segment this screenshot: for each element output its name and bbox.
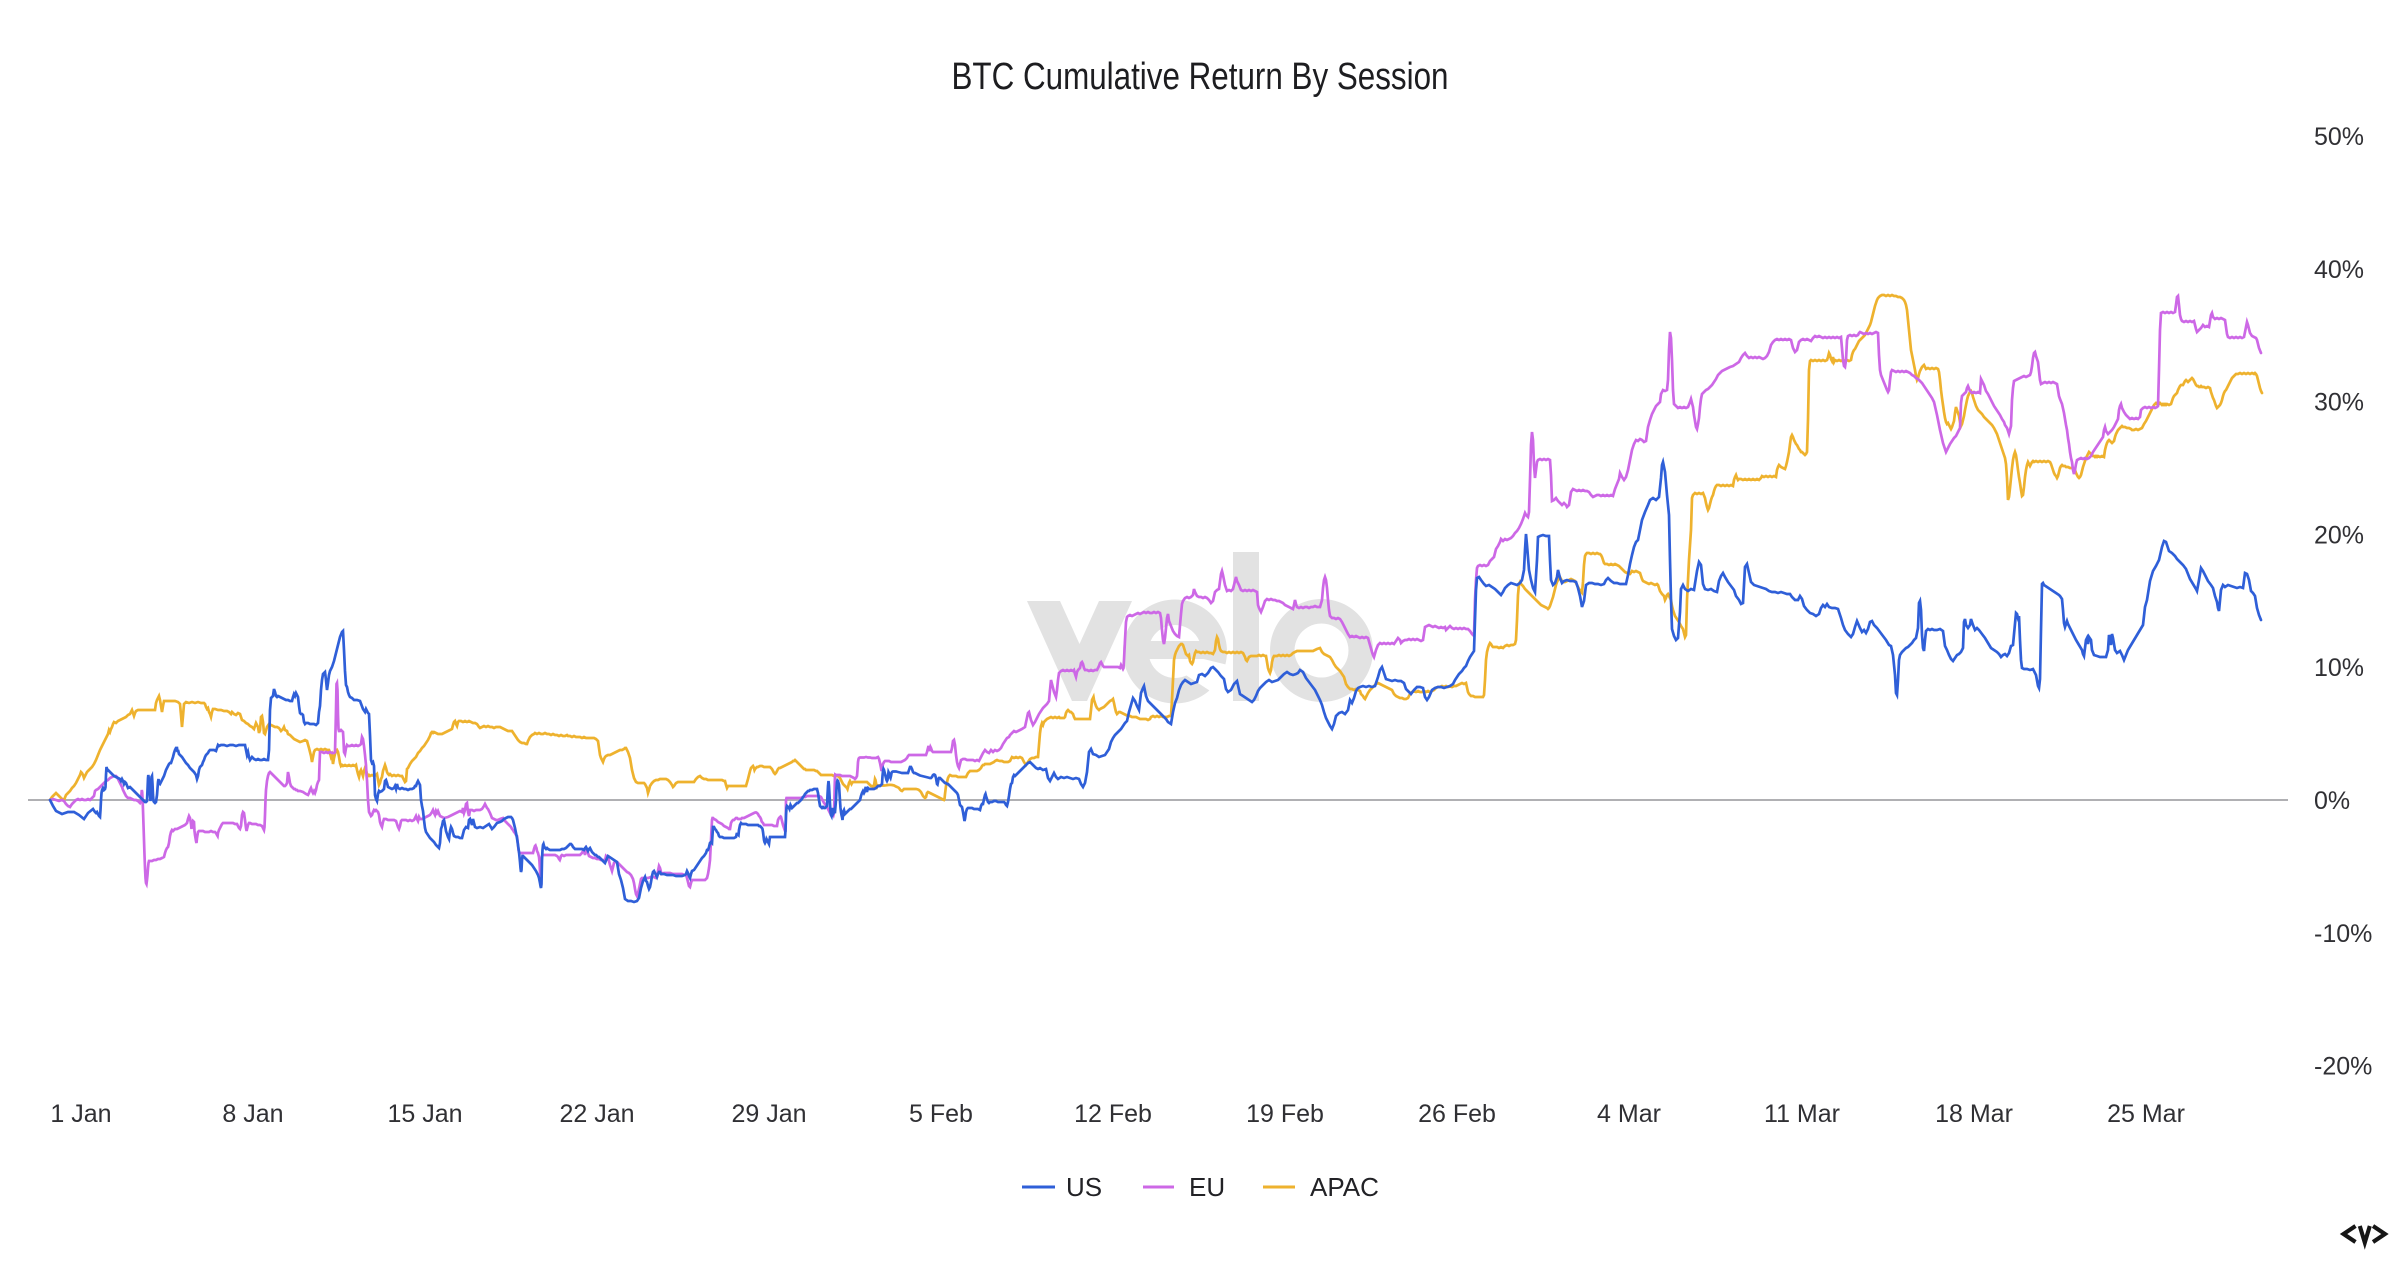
svg-text:1 Jan: 1 Jan: [50, 1100, 111, 1128]
svg-text:11 Mar: 11 Mar: [1764, 1100, 1840, 1128]
svg-text:4 Mar: 4 Mar: [1597, 1100, 1661, 1128]
svg-text:15 Jan: 15 Jan: [387, 1100, 462, 1128]
svg-text:8 Jan: 8 Jan: [222, 1100, 283, 1128]
svg-text:30%: 30%: [2314, 389, 2364, 417]
svg-text:18 Mar: 18 Mar: [1935, 1100, 2013, 1128]
svg-text:19 Feb: 19 Feb: [1246, 1100, 1324, 1128]
svg-text:-10%: -10%: [2314, 920, 2372, 948]
svg-text:5 Feb: 5 Feb: [909, 1100, 973, 1128]
svg-text:APAC: APAC: [1310, 1172, 1379, 1202]
svg-text:-20%: -20%: [2314, 1053, 2372, 1081]
svg-text:BTC Cumulative Return By Sessi: BTC Cumulative Return By Session: [952, 56, 1449, 98]
svg-text:25 Mar: 25 Mar: [2107, 1100, 2185, 1128]
svg-text:22 Jan: 22 Jan: [559, 1100, 634, 1128]
svg-text:29 Jan: 29 Jan: [731, 1100, 806, 1128]
svg-text:0%: 0%: [2314, 787, 2350, 815]
svg-text:12 Feb: 12 Feb: [1074, 1100, 1152, 1128]
svg-text:26 Feb: 26 Feb: [1418, 1100, 1496, 1128]
svg-text:50%: 50%: [2314, 123, 2364, 151]
svg-text:US: US: [1066, 1172, 1102, 1202]
svg-text:40%: 40%: [2314, 256, 2364, 284]
svg-text:10%: 10%: [2314, 654, 2364, 682]
svg-text:20%: 20%: [2314, 521, 2364, 549]
svg-text:EU: EU: [1189, 1172, 1225, 1202]
